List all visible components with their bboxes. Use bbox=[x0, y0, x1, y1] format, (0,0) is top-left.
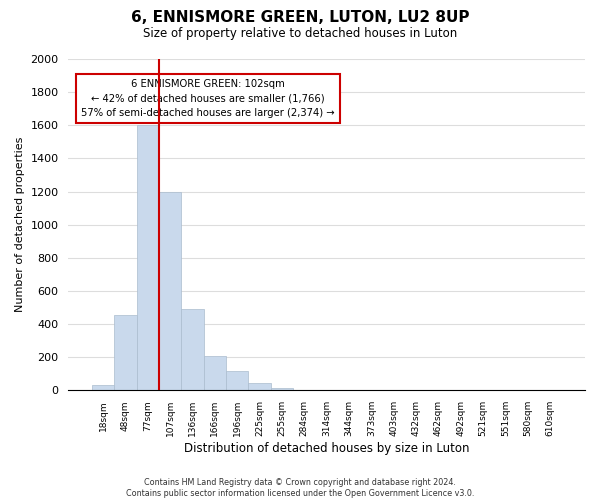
Text: Contains HM Land Registry data © Crown copyright and database right 2024.
Contai: Contains HM Land Registry data © Crown c… bbox=[126, 478, 474, 498]
Text: 6, ENNISMORE GREEN, LUTON, LU2 8UP: 6, ENNISMORE GREEN, LUTON, LU2 8UP bbox=[131, 10, 469, 25]
Bar bbox=[137, 126, 159, 390]
Bar bbox=[114, 315, 137, 390]
Bar bbox=[181, 309, 204, 390]
Bar bbox=[271, 388, 293, 390]
Bar bbox=[204, 356, 226, 390]
Bar bbox=[248, 383, 271, 390]
Bar bbox=[92, 384, 114, 390]
Bar bbox=[159, 192, 181, 390]
Bar bbox=[226, 372, 248, 390]
X-axis label: Distribution of detached houses by size in Luton: Distribution of detached houses by size … bbox=[184, 442, 469, 455]
Text: Size of property relative to detached houses in Luton: Size of property relative to detached ho… bbox=[143, 28, 457, 40]
Y-axis label: Number of detached properties: Number of detached properties bbox=[15, 137, 25, 312]
Text: 6 ENNISMORE GREEN: 102sqm
← 42% of detached houses are smaller (1,766)
57% of se: 6 ENNISMORE GREEN: 102sqm ← 42% of detac… bbox=[81, 79, 335, 118]
